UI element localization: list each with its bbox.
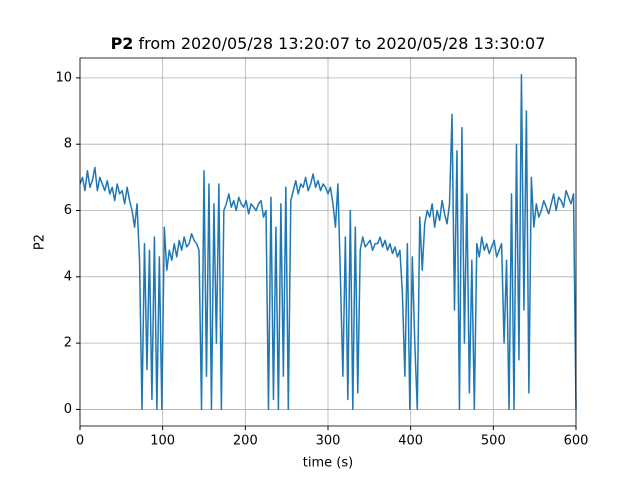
x-tick-label: 100 <box>150 434 175 449</box>
chart-title: P2 from 2020/05/28 13:20:07 to 2020/05/2… <box>111 34 546 53</box>
x-tick-label: 600 <box>564 434 589 449</box>
y-tick-label: 8 <box>64 137 72 152</box>
x-tick-label: 300 <box>316 434 341 449</box>
title-rest: from 2020/05/28 13:20:07 to 2020/05/28 1… <box>139 34 546 53</box>
axes-frame <box>79 57 577 427</box>
y-tick-label: 10 <box>55 70 72 85</box>
x-tick-label: 400 <box>398 434 423 449</box>
title-bold: P2 <box>111 34 134 53</box>
data-line <box>79 73 577 411</box>
x-tick-label: 200 <box>233 434 258 449</box>
x-tick-label: 0 <box>76 434 84 449</box>
y-axis-label: P2 <box>33 234 48 250</box>
y-tick-label: 6 <box>64 203 72 218</box>
x-tick-label: 500 <box>481 434 506 449</box>
y-tick-label: 4 <box>64 269 72 284</box>
x-axis-label: time (s) <box>303 456 353 471</box>
y-tick-label: 0 <box>64 402 72 417</box>
y-tick-label: 2 <box>64 336 72 351</box>
